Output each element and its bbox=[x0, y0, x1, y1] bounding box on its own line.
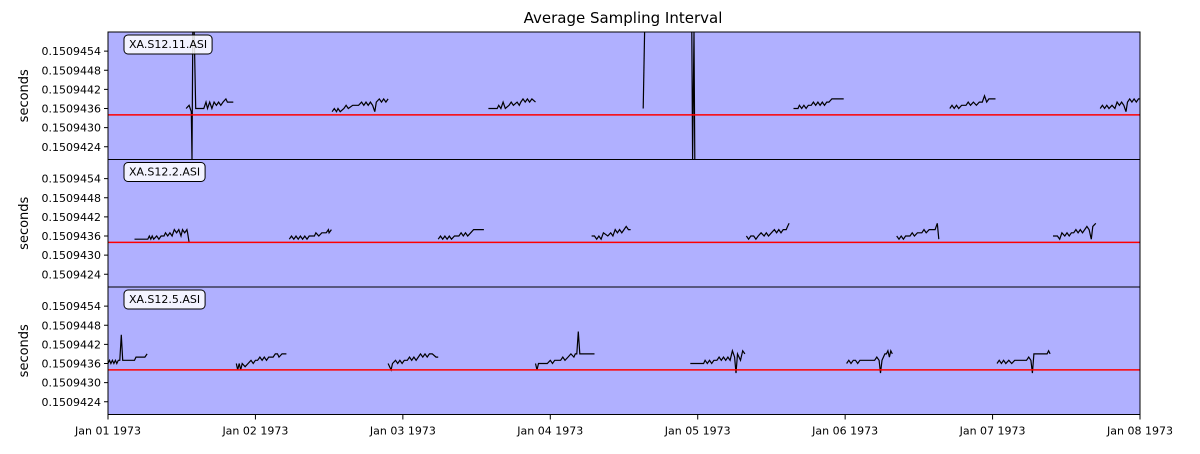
series-line bbox=[1053, 222, 1097, 241]
y-axis-label: seconds bbox=[17, 324, 32, 377]
x-axis: Jan 01 1973 Jan 02 1973 Jan 03 1973 Jan 04 … bbox=[74, 414, 1173, 438]
station-label: XA.S12.2.ASI bbox=[129, 166, 200, 179]
series-line bbox=[185, 32, 234, 160]
x-tick-label: Jan 04 1973 bbox=[516, 425, 583, 438]
y-tick-label: 0.1509436 bbox=[42, 103, 102, 116]
traces bbox=[108, 331, 1051, 374]
y-tick-label: 0.1509442 bbox=[42, 83, 102, 96]
panel-1: 0.1509454 0.1509448 0.1509442 0.1509436 0.15… bbox=[17, 159, 1141, 288]
x-tick-label: Jan 07 1973 bbox=[959, 425, 1026, 438]
plot-background bbox=[108, 32, 1140, 160]
series-line bbox=[642, 32, 646, 109]
series-line bbox=[534, 331, 595, 371]
series-line bbox=[437, 229, 484, 241]
station-label-box bbox=[123, 289, 206, 310]
series-line bbox=[690, 348, 746, 374]
series-line bbox=[846, 348, 893, 374]
y-tick-label: 0.1509442 bbox=[42, 338, 102, 351]
panel-frame bbox=[107, 286, 1141, 415]
series-line bbox=[488, 97, 536, 110]
x-tick-label: Jan 02 1973 bbox=[221, 425, 288, 438]
series-line bbox=[949, 93, 996, 110]
y-tick-label: 0.1509424 bbox=[42, 396, 102, 409]
traces bbox=[185, 32, 1140, 160]
y-axis-label: seconds bbox=[17, 69, 32, 122]
plot-background bbox=[108, 287, 1140, 415]
series-line bbox=[745, 223, 790, 241]
panel-2: 0.1509454 0.1509448 0.1509442 0.1509436 0.15… bbox=[17, 286, 1141, 415]
y-tick-label: 0.1509436 bbox=[42, 358, 102, 371]
series-line bbox=[996, 349, 1051, 374]
station-label-box bbox=[123, 162, 206, 182]
y-tick-label: 0.1509424 bbox=[42, 268, 102, 281]
y-tick-label: 0.1509430 bbox=[42, 122, 102, 135]
station-label-box bbox=[123, 34, 213, 55]
panels: 0.1509454 0.1509448 0.1509442 0.1509436 0.15… bbox=[17, 31, 1141, 415]
chart-title: Average Sampling Interval bbox=[524, 9, 723, 27]
y-axis-label: seconds bbox=[17, 196, 32, 249]
series-line bbox=[387, 352, 439, 372]
y-tick-label: 0.1509430 bbox=[42, 249, 102, 262]
station-label: XA.S12.11.ASI bbox=[129, 38, 207, 51]
station-label: XA.S12.5.ASI bbox=[129, 293, 200, 306]
series-line bbox=[235, 353, 287, 371]
series-line bbox=[134, 228, 190, 243]
x-tick-label: Jan 06 1973 bbox=[811, 425, 878, 438]
x-tick-label: Jan 03 1973 bbox=[369, 425, 436, 438]
series-line bbox=[108, 334, 148, 365]
series-line bbox=[793, 98, 844, 110]
series-line bbox=[1099, 97, 1140, 112]
y-tick-label: 0.1509430 bbox=[42, 377, 102, 390]
x-tick-label: Jan 08 1973 bbox=[1106, 425, 1173, 438]
y-tick-label: 0.1509454 bbox=[42, 300, 102, 313]
y-tick-label: 0.1509448 bbox=[42, 319, 102, 332]
x-tick-label: Jan 05 1973 bbox=[664, 425, 731, 438]
y-tick-label: 0.1509454 bbox=[42, 173, 102, 186]
panel-0: 0.1509454 0.1509448 0.1509442 0.1509436 0.15… bbox=[17, 31, 1141, 160]
series-line bbox=[288, 228, 332, 241]
series-line bbox=[591, 225, 631, 241]
series-line bbox=[331, 97, 389, 113]
y-tick-label: 0.1509448 bbox=[42, 64, 102, 77]
y-tick-label: 0.1509436 bbox=[42, 230, 102, 243]
plot-background bbox=[108, 159, 1140, 287]
x-tick-label: Jan 01 1973 bbox=[74, 425, 141, 438]
y-tick-label: 0.1509454 bbox=[42, 45, 102, 58]
y-tick-label: 0.1509424 bbox=[42, 141, 102, 154]
traces bbox=[134, 222, 1097, 243]
series-line bbox=[691, 32, 696, 160]
series-line bbox=[896, 223, 940, 241]
y-tick-label: 0.1509442 bbox=[42, 211, 102, 224]
y-tick-label: 0.1509448 bbox=[42, 192, 102, 205]
